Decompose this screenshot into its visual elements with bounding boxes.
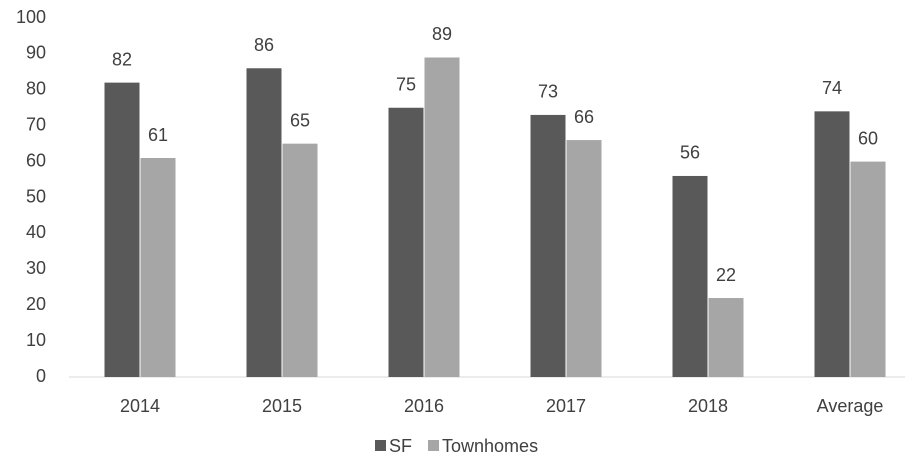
bar bbox=[850, 161, 886, 377]
y-tick-label: 100 bbox=[16, 7, 46, 27]
data-label: 61 bbox=[148, 125, 168, 145]
y-tick-label: 60 bbox=[26, 150, 46, 170]
data-label: 75 bbox=[396, 75, 416, 95]
y-tick-label: 50 bbox=[26, 186, 46, 206]
bar bbox=[672, 175, 708, 377]
x-tick-label: 2016 bbox=[404, 396, 444, 416]
y-tick-label: 90 bbox=[26, 43, 46, 63]
data-label: 56 bbox=[680, 143, 700, 163]
x-tick-label: 2017 bbox=[546, 396, 586, 416]
x-tick-label: Average bbox=[817, 396, 884, 416]
bar bbox=[566, 140, 602, 377]
bar bbox=[708, 298, 744, 377]
bar bbox=[814, 111, 850, 377]
bar bbox=[246, 68, 282, 377]
bar bbox=[140, 158, 176, 377]
data-label: 73 bbox=[538, 82, 558, 102]
y-tick-label: 10 bbox=[26, 330, 46, 350]
y-tick-label: 0 bbox=[36, 366, 46, 386]
legend-swatch bbox=[428, 440, 440, 451]
bar bbox=[282, 143, 318, 377]
legend-swatch bbox=[375, 440, 386, 451]
data-label: 65 bbox=[290, 110, 310, 130]
data-label: 74 bbox=[822, 78, 842, 98]
bar bbox=[424, 57, 460, 378]
y-tick-label: 40 bbox=[26, 222, 46, 242]
legend-label: SF bbox=[389, 436, 412, 456]
legend-label: Townhomes bbox=[442, 436, 538, 456]
data-label: 82 bbox=[112, 49, 132, 69]
x-tick-label: 2015 bbox=[262, 396, 302, 416]
y-tick-label: 70 bbox=[26, 114, 46, 134]
data-label: 66 bbox=[574, 107, 594, 127]
bar bbox=[388, 107, 424, 377]
data-label: 60 bbox=[858, 128, 878, 148]
x-tick-label: 2014 bbox=[120, 396, 160, 416]
bar bbox=[530, 114, 566, 378]
y-tick-label: 80 bbox=[26, 79, 46, 99]
data-label: 86 bbox=[254, 35, 274, 55]
data-label: 89 bbox=[432, 24, 452, 44]
data-label: 22 bbox=[716, 265, 736, 285]
y-tick-label: 30 bbox=[26, 258, 46, 278]
bar bbox=[104, 82, 140, 378]
x-tick-label: 2018 bbox=[688, 396, 728, 416]
y-tick-label: 20 bbox=[26, 294, 46, 314]
